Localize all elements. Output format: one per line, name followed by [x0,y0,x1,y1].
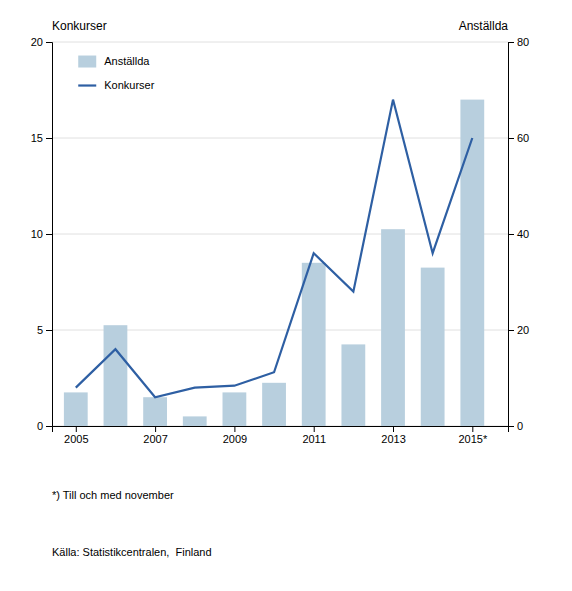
tick-label: 2011 [302,433,326,445]
line [76,100,473,398]
tick-label: 5 [37,324,43,336]
tick-mark [508,138,514,139]
grid [52,42,508,426]
tick-label: 10 [31,228,43,240]
tick: 20 [508,324,529,336]
tick-mark [234,426,235,432]
bar-series [64,100,484,426]
tick-mark [46,330,52,331]
tick-mark [508,330,514,331]
tick: 0 [37,420,52,432]
legend-item: Anställda [78,55,150,67]
grid-line [52,42,508,43]
source: Källa: Statistikcentralen, Finland [52,546,212,558]
tick: 20 [31,36,52,48]
bar [64,392,88,426]
tick: 2005 [64,426,88,445]
tick: 2009 [223,426,247,445]
bar [460,100,484,426]
tick-mark [508,426,514,427]
footnote: *) Till och med november [52,489,174,501]
tick-label: 2007 [143,433,167,445]
tick: 10 [31,228,52,240]
tick-label: 20 [31,36,43,48]
tick-mark [314,426,315,432]
tick-mark [508,234,514,235]
tick-label: 20 [517,324,529,336]
tick-mark [155,426,156,432]
legend-label: Anställda [104,55,150,67]
y-axis-line [46,43,53,427]
tick: 0 [508,420,523,432]
bar [104,325,128,426]
legend-swatch [78,84,96,86]
bar [143,397,167,426]
bar [183,416,207,426]
tick-mark [76,426,77,432]
chart: 2005 2007 2009 2011 2013 2015* 0 5 10 15 20 0 20 40 60… [0,0,572,591]
plot-area: 2005 2007 2009 2011 2013 2015* 0 5 10 15 20 0 20 40 60… [31,19,530,445]
tick-label: 2013 [381,433,405,445]
tick: 60 [508,132,529,144]
marks [64,100,484,426]
tick: 2015* [458,426,487,445]
bar [421,268,445,426]
tick: 40 [508,228,529,240]
tick-label: 2009 [223,433,247,445]
y2-axis: 0 20 40 60 80 [508,36,529,432]
x-axis: 2005 2007 2009 2011 2013 2015* [53,426,509,445]
y-axis: 0 5 10 15 20 [31,36,53,432]
tick: 80 [508,36,529,48]
bar [341,344,365,426]
tick-label: 15 [31,132,43,144]
tick-mark [472,426,473,432]
bar [381,229,405,426]
tick-mark [46,138,52,139]
grid-line [52,138,508,139]
tick-label: 0 [37,420,43,432]
tick: 5 [37,324,52,336]
tick-label: 40 [517,228,529,240]
legend-item: Konkurser [78,79,154,91]
bar [262,383,286,426]
tick-label: 2015* [458,433,487,445]
bar [223,392,247,426]
tick-mark [508,42,514,43]
tick: 2011 [302,426,326,445]
y2-axis-line [509,43,515,427]
legend: Anställda Konkurser [78,55,154,91]
legend-label: Konkurser [104,79,154,91]
legend-swatch [78,56,96,68]
y-axis-title: Konkurser [52,19,107,33]
tick-label: 60 [517,132,529,144]
y2-axis-title: Anställda [459,19,509,33]
tick-mark [46,42,52,43]
tick-label: 2005 [64,433,88,445]
tick-label: 0 [517,420,523,432]
tick: 15 [31,132,52,144]
tick-mark [46,426,52,427]
tick: 2013 [381,426,405,445]
tick: 2007 [143,426,167,445]
x-axis-line [53,427,509,433]
tick-mark [46,234,52,235]
tick-label: 80 [517,36,529,48]
tick-mark [393,426,394,432]
bar [302,263,326,426]
